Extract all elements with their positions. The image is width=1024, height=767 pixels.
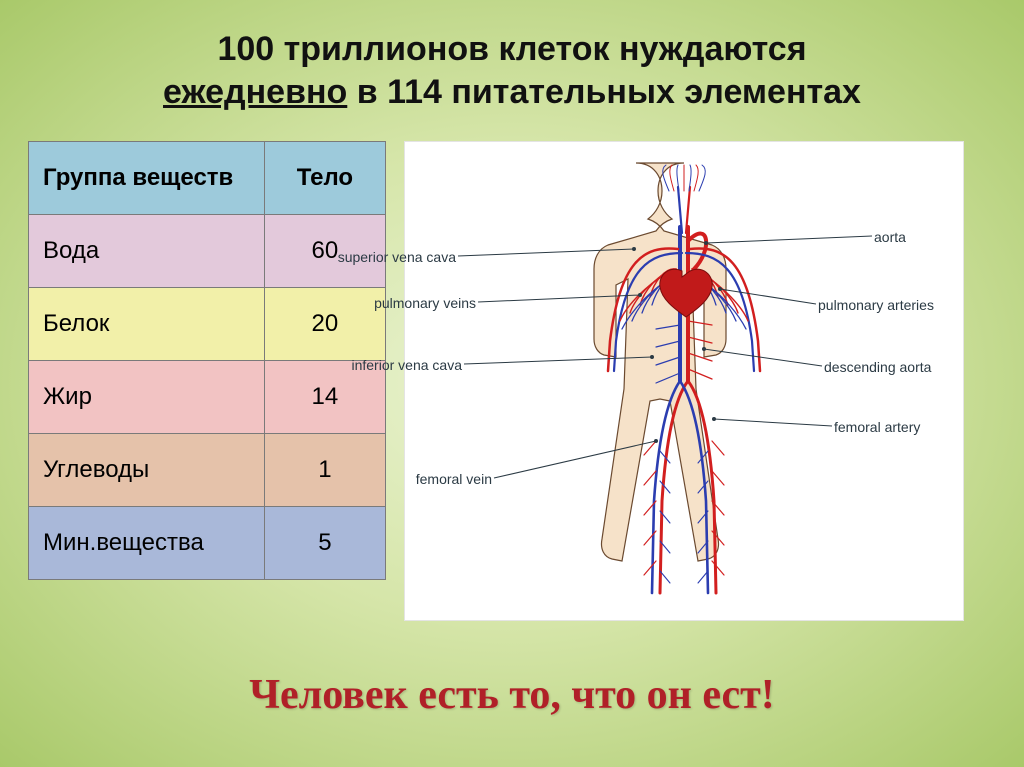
content-row: Группа веществТелоВода60Белок20Жир14Угле… <box>0 141 1024 621</box>
title-line2-rest: в 114 питательных элементах <box>347 73 861 111</box>
row-name: Мин.вещества <box>29 507 265 580</box>
table-header-col1: Группа веществ <box>29 142 265 215</box>
title-line1: 100 триллионов клеток нуждаются <box>217 30 806 68</box>
table-header-col2: Тело <box>264 142 385 215</box>
anatomy-diagram: superior vena cavapulmonary veinsinferio… <box>404 141 964 621</box>
slide-title: 100 триллионов клеток нуждаются ежедневн… <box>0 0 1024 113</box>
table-row: Мин.вещества5 <box>29 507 386 580</box>
anatomy-label: pulmonary arteries <box>818 297 934 313</box>
table-row: Вода60 <box>29 215 386 288</box>
table-row: Углеводы1 <box>29 434 386 507</box>
nutrients-table: Группа веществТелоВода60Белок20Жир14Угле… <box>28 141 386 580</box>
anatomy-label: pulmonary veins <box>374 295 476 311</box>
anatomy-label: superior vena cava <box>338 249 456 265</box>
row-name: Вода <box>29 215 265 288</box>
table-row: Белок20 <box>29 288 386 361</box>
row-name: Углеводы <box>29 434 265 507</box>
row-name: Белок <box>29 288 265 361</box>
bottom-quote: Человек есть то, что он ест! <box>0 671 1024 719</box>
anatomy-label: aorta <box>874 229 906 245</box>
anatomy-label: femoral vein <box>416 471 492 487</box>
anatomy-label: femoral artery <box>834 419 920 435</box>
row-value: 5 <box>264 507 385 580</box>
row-value: 20 <box>264 288 385 361</box>
row-name: Жир <box>29 361 265 434</box>
table-row: Жир14 <box>29 361 386 434</box>
anatomy-label: descending aorta <box>824 359 931 375</box>
title-underlined: ежедневно <box>163 73 347 111</box>
anatomy-label: inferior vena cava <box>351 357 462 373</box>
row-value: 1 <box>264 434 385 507</box>
